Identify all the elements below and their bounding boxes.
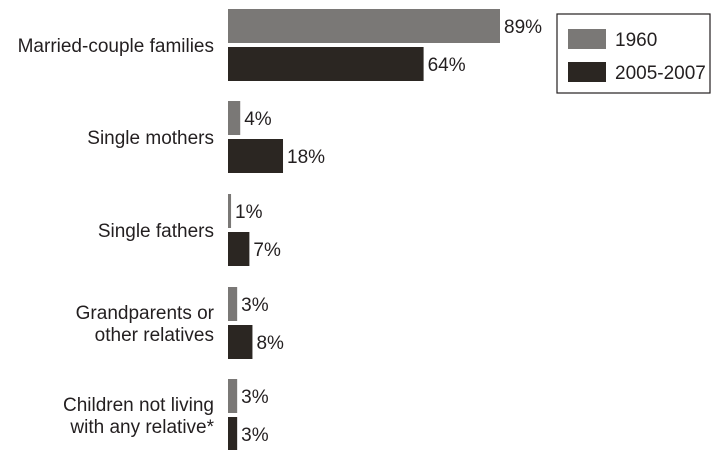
data-label: 4% <box>244 109 272 130</box>
legend-swatch-1960 <box>568 29 606 49</box>
legend-label-2005-2007: 2005-2007 <box>615 63 706 84</box>
bar-2005-2007 <box>228 47 424 81</box>
bar-2005-2007 <box>228 325 253 359</box>
legend-label-1960: 1960 <box>615 30 657 51</box>
category-label: with any relative* <box>69 417 214 438</box>
legend-swatch-2005-2007 <box>568 62 606 82</box>
bar-1960 <box>228 287 238 321</box>
bar-1960 <box>228 9 500 43</box>
bar-1960 <box>228 379 238 413</box>
category-label: Grandparents or <box>76 303 215 324</box>
bar-2005-2007 <box>228 232 250 266</box>
plot-area: Married-couple families 89% 64% Single moth… <box>18 9 542 450</box>
legend: 1960 2005-2007 <box>556 13 711 94</box>
category-label: Single fathers <box>98 221 214 242</box>
data-label: 3% <box>241 387 269 408</box>
category-label: Children not living <box>63 395 214 416</box>
data-label: 3% <box>241 295 269 316</box>
data-label: 1% <box>235 202 263 223</box>
data-label: 8% <box>256 333 284 354</box>
category-label: Married-couple families <box>18 36 214 57</box>
data-label: 7% <box>253 240 281 261</box>
bar-1960 <box>228 101 241 135</box>
data-label: 64% <box>428 55 466 76</box>
data-label: 89% <box>504 17 542 38</box>
category-label: other relatives <box>95 325 214 346</box>
bar-2005-2007 <box>228 139 284 173</box>
data-label: 3% <box>241 425 269 446</box>
bar-2005-2007 <box>228 417 238 450</box>
bar-1960 <box>228 194 232 228</box>
category-label: Single mothers <box>87 128 214 149</box>
data-label: 18% <box>287 147 325 168</box>
